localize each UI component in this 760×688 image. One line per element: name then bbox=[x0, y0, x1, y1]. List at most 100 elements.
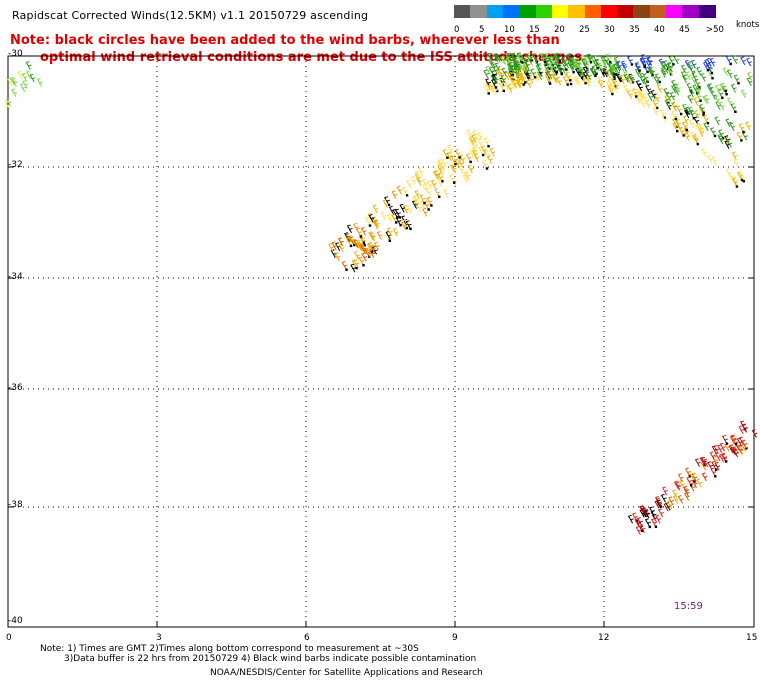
wind-barb bbox=[483, 69, 490, 79]
quality-flag-dot bbox=[487, 145, 490, 148]
wind-barb bbox=[650, 90, 657, 99]
wind-barb bbox=[328, 243, 335, 252]
x-tick-label: 15 bbox=[746, 633, 758, 643]
wind-barb bbox=[410, 175, 417, 185]
wind-barb bbox=[669, 91, 676, 101]
quality-flag-dot bbox=[724, 89, 727, 93]
wind-barb bbox=[477, 131, 484, 141]
quality-flag-dot bbox=[487, 92, 490, 95]
quality-flag-dot bbox=[706, 68, 710, 72]
wind-barb bbox=[637, 83, 644, 92]
wind-barb bbox=[726, 69, 733, 79]
y-tick-label: -32 bbox=[8, 160, 23, 170]
wind-barb bbox=[544, 52, 551, 62]
wind-barb bbox=[346, 237, 352, 246]
quality-flag-dot bbox=[347, 239, 351, 243]
wind-barb bbox=[586, 53, 592, 63]
wind-barb bbox=[683, 132, 690, 141]
wind-barb bbox=[418, 167, 425, 176]
wind-barb bbox=[696, 66, 702, 76]
wind-barb bbox=[684, 467, 691, 477]
wind-barb bbox=[29, 73, 36, 83]
wind-barb bbox=[686, 476, 693, 486]
quality-flag-dot bbox=[729, 62, 732, 66]
wind-barb bbox=[632, 512, 638, 522]
quality-flag-dot bbox=[589, 61, 593, 64]
wind-barb bbox=[369, 249, 376, 258]
quality-flag-dot bbox=[362, 264, 365, 267]
wind-barb bbox=[477, 138, 483, 148]
quality-flag-dot bbox=[696, 91, 699, 95]
wind-barb bbox=[394, 208, 401, 218]
wind-barb bbox=[684, 109, 690, 119]
quality-flag-dot bbox=[651, 74, 654, 77]
wind-barb bbox=[406, 205, 413, 215]
wind-barb bbox=[691, 473, 698, 482]
wind-barb bbox=[540, 53, 547, 62]
wind-barb bbox=[448, 163, 455, 173]
quality-flag-dot bbox=[446, 156, 449, 159]
footer-note-1: Note: 1) Times are GMT 2)Times along bot… bbox=[40, 644, 419, 654]
wind-barb bbox=[608, 65, 615, 75]
wind-barb bbox=[507, 83, 513, 93]
wind-barb bbox=[350, 263, 357, 273]
wind-barb bbox=[730, 83, 737, 93]
wind-barb bbox=[542, 54, 549, 63]
quality-flag-dot bbox=[560, 72, 564, 76]
legend-swatch bbox=[568, 5, 585, 18]
wind-barb bbox=[662, 486, 668, 496]
quality-flag-dot bbox=[368, 224, 372, 227]
quality-flag-dot bbox=[453, 181, 456, 184]
wind-barb bbox=[380, 211, 387, 221]
wind-barb bbox=[600, 58, 607, 68]
quality-flag-dot bbox=[585, 67, 589, 70]
quality-flag-dot bbox=[438, 195, 441, 198]
quality-flag-dot bbox=[612, 72, 615, 76]
wind-barb bbox=[703, 114, 709, 124]
wind-barb bbox=[341, 261, 348, 270]
wind-barb bbox=[564, 71, 571, 81]
wind-barb bbox=[613, 80, 620, 90]
wind-barb bbox=[11, 77, 18, 87]
wind-barb bbox=[637, 517, 643, 526]
wind-barb bbox=[467, 164, 474, 174]
wind-barb bbox=[368, 214, 375, 223]
wind-barb bbox=[707, 154, 714, 164]
quality-flag-dot bbox=[398, 216, 402, 219]
wind-barb bbox=[640, 54, 647, 63]
wind-barb bbox=[623, 73, 630, 83]
quality-flag-dot bbox=[611, 92, 614, 96]
wind-barb bbox=[738, 123, 745, 132]
wind-barb bbox=[331, 241, 338, 251]
wind-barb bbox=[528, 74, 535, 84]
wind-barb bbox=[714, 116, 721, 126]
wind-barb bbox=[605, 59, 612, 68]
wind-barb bbox=[507, 52, 514, 62]
wind-barb bbox=[663, 87, 670, 97]
wind-barb bbox=[17, 70, 24, 80]
quality-flag-dot bbox=[530, 59, 534, 63]
wind-barb bbox=[464, 171, 471, 181]
attitude-note-line-2: optimal wind retrieval conditions are me… bbox=[40, 50, 587, 65]
wind-barb bbox=[680, 71, 687, 80]
quality-flag-dot bbox=[543, 60, 547, 64]
wind-barb bbox=[651, 518, 657, 527]
wind-barb bbox=[450, 164, 457, 174]
wind-barb bbox=[642, 77, 649, 87]
wind-barb bbox=[334, 252, 341, 262]
quality-flag-dot bbox=[699, 99, 702, 102]
quality-flag-dot bbox=[745, 447, 748, 450]
quality-flag-dot bbox=[724, 460, 728, 463]
wind-barb bbox=[683, 488, 690, 497]
wind-barb bbox=[498, 78, 505, 88]
wind-barb bbox=[673, 480, 680, 490]
wind-barb bbox=[730, 103, 737, 112]
attitude-note-line-1: Note: black circles have been added to t… bbox=[10, 33, 560, 48]
wind-barb bbox=[701, 456, 707, 466]
wind-barb bbox=[434, 170, 441, 180]
wind-barb bbox=[737, 171, 743, 181]
wind-barb bbox=[653, 93, 660, 103]
wind-barb bbox=[535, 64, 542, 74]
quality-flag-dot bbox=[613, 75, 616, 79]
quality-flag-dot bbox=[405, 194, 409, 197]
